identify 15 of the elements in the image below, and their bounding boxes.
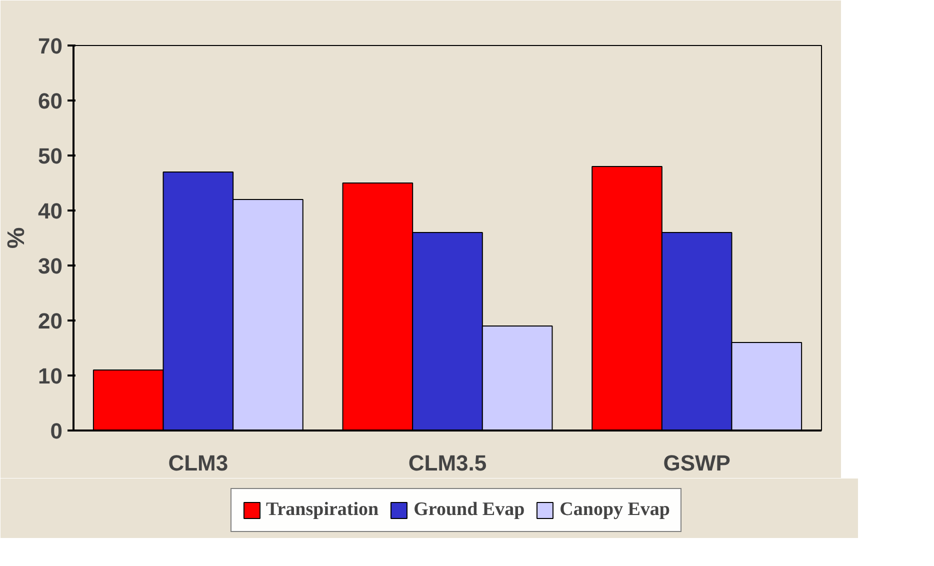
y-axis-title: % bbox=[3, 227, 30, 249]
legend-label: Canopy Evap bbox=[560, 499, 670, 521]
x-tick-label: GSWP bbox=[663, 450, 730, 476]
x-tick-label: CLM3 bbox=[168, 450, 228, 476]
legend-label: Transpiration bbox=[266, 499, 379, 521]
x-tick-label: CLM3.5 bbox=[408, 450, 487, 476]
y-tick-label: 0 bbox=[50, 418, 63, 444]
y-tick-label: 40 bbox=[38, 198, 63, 224]
y-tick-label: 60 bbox=[38, 88, 63, 114]
y-tick-label: 10 bbox=[38, 364, 63, 388]
y-tick-label: 50 bbox=[38, 144, 63, 168]
y-tick-label: 70 bbox=[38, 34, 63, 58]
legend-label: Ground Evap bbox=[414, 499, 525, 521]
y-tick-label: 20 bbox=[38, 308, 63, 334]
y-tick-label: 30 bbox=[38, 254, 63, 278]
